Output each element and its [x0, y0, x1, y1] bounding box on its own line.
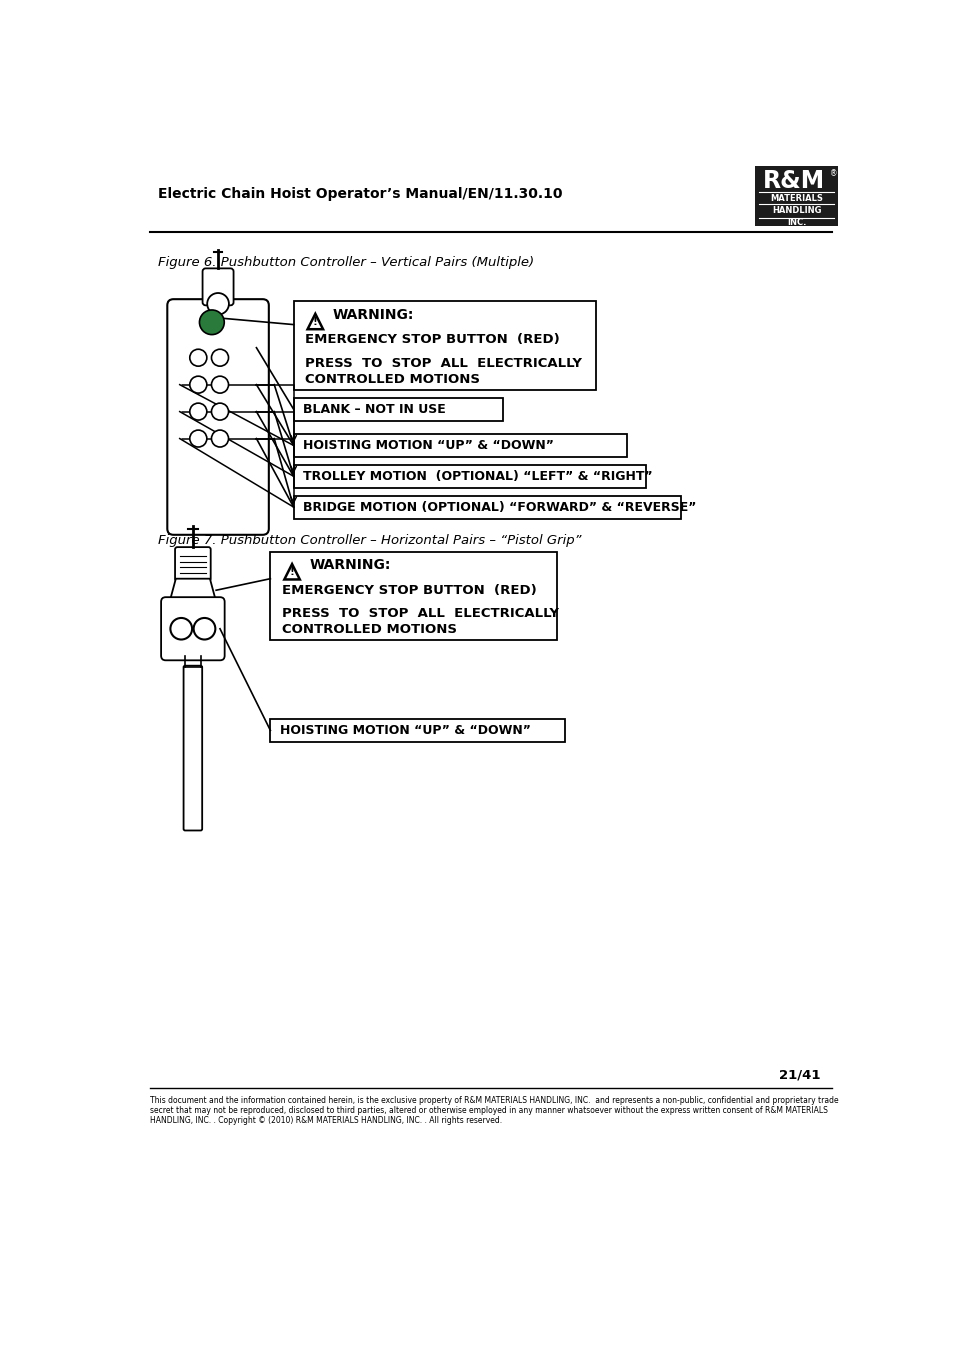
Circle shape	[190, 430, 207, 447]
Text: R&M: R&M	[761, 169, 823, 193]
Text: 21/41: 21/41	[779, 1069, 820, 1082]
Circle shape	[212, 403, 229, 420]
Text: PRESS  TO  STOP  ALL  ELECTRICALLY: PRESS TO STOP ALL ELECTRICALLY	[305, 357, 581, 370]
FancyBboxPatch shape	[294, 496, 680, 519]
Circle shape	[190, 376, 207, 393]
FancyBboxPatch shape	[183, 666, 202, 831]
Circle shape	[193, 617, 215, 639]
Circle shape	[212, 376, 229, 393]
Circle shape	[171, 617, 192, 639]
Circle shape	[190, 349, 207, 366]
FancyBboxPatch shape	[270, 719, 564, 742]
Text: WARNING:: WARNING:	[309, 558, 390, 571]
FancyBboxPatch shape	[270, 551, 557, 640]
Text: !: !	[313, 317, 317, 327]
Text: WARNING:: WARNING:	[332, 308, 414, 322]
Text: HANDLING: HANDLING	[771, 207, 821, 215]
FancyBboxPatch shape	[754, 166, 838, 226]
Text: Figure 6. Pushbutton Controller – Vertical Pairs (Multiple): Figure 6. Pushbutton Controller – Vertic…	[158, 257, 534, 269]
Text: INC.: INC.	[786, 218, 805, 227]
FancyBboxPatch shape	[294, 434, 626, 457]
Circle shape	[190, 403, 207, 420]
Text: HOISTING MOTION “UP” & “DOWN”: HOISTING MOTION “UP” & “DOWN”	[279, 724, 530, 736]
Text: TROLLEY MOTION  (OPTIONAL) “LEFT” & “RIGHT”: TROLLEY MOTION (OPTIONAL) “LEFT” & “RIGH…	[303, 470, 652, 482]
Text: BRIDGE MOTION (OPTIONAL) “FORWARD” & “REVERSE”: BRIDGE MOTION (OPTIONAL) “FORWARD” & “RE…	[303, 501, 696, 513]
FancyBboxPatch shape	[161, 597, 224, 661]
Text: BLANK – NOT IN USE: BLANK – NOT IN USE	[303, 403, 445, 416]
Polygon shape	[307, 313, 323, 330]
Text: HANDLING, INC. . Copyright © (2010) R&M MATERIALS HANDLING, INC. . All rights re: HANDLING, INC. . Copyright © (2010) R&M …	[150, 1116, 502, 1125]
FancyBboxPatch shape	[202, 269, 233, 305]
Text: ®: ®	[829, 169, 837, 178]
Circle shape	[199, 309, 224, 335]
FancyBboxPatch shape	[174, 547, 211, 581]
Text: Electric Chain Hoist Operator’s Manual/EN/11.30.10: Electric Chain Hoist Operator’s Manual/E…	[158, 186, 562, 201]
Text: HOISTING MOTION “UP” & “DOWN”: HOISTING MOTION “UP” & “DOWN”	[303, 439, 554, 453]
Text: MATERIALS: MATERIALS	[769, 193, 822, 203]
FancyBboxPatch shape	[167, 299, 269, 535]
Text: secret that may not be reproduced, disclosed to third parties, altered or otherw: secret that may not be reproduced, discl…	[150, 1106, 827, 1115]
Circle shape	[212, 349, 229, 366]
Text: This document and the information contained herein, is the exclusive property of: This document and the information contai…	[150, 1096, 838, 1105]
Text: EMERGENCY STOP BUTTON  (RED): EMERGENCY STOP BUTTON (RED)	[282, 584, 537, 597]
Circle shape	[212, 430, 229, 447]
FancyBboxPatch shape	[294, 301, 596, 390]
Polygon shape	[170, 578, 216, 601]
FancyBboxPatch shape	[294, 465, 645, 488]
Text: PRESS  TO  STOP  ALL  ELECTRICALLY: PRESS TO STOP ALL ELECTRICALLY	[282, 607, 558, 620]
Polygon shape	[284, 565, 299, 580]
Text: CONTROLLED MOTIONS: CONTROLLED MOTIONS	[282, 623, 456, 636]
FancyBboxPatch shape	[294, 397, 502, 422]
Text: CONTROLLED MOTIONS: CONTROLLED MOTIONS	[305, 373, 479, 386]
Text: Figure 7. Pushbutton Controller – Horizontal Pairs – “Pistol Grip”: Figure 7. Pushbutton Controller – Horizo…	[158, 534, 581, 547]
Text: !: !	[290, 567, 294, 577]
Circle shape	[207, 293, 229, 315]
Text: EMERGENCY STOP BUTTON  (RED): EMERGENCY STOP BUTTON (RED)	[305, 334, 559, 346]
